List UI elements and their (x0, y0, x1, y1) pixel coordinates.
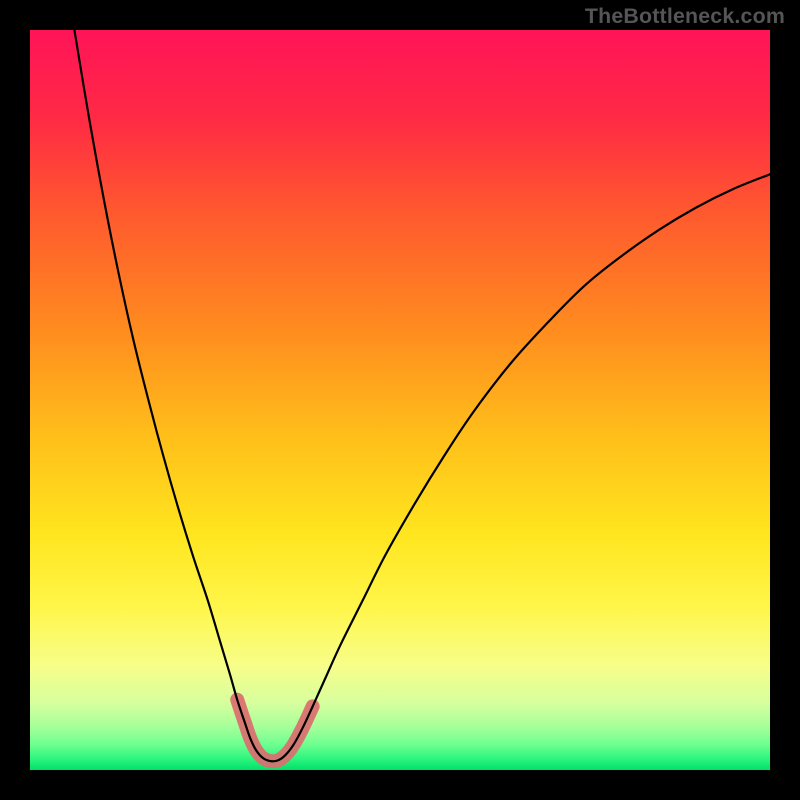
canvas-frame: TheBottleneck.com (0, 0, 800, 800)
curve-layer (30, 30, 770, 770)
bottleneck-curve (74, 30, 770, 761)
watermark-label: TheBottleneck.com (585, 4, 785, 29)
plot-area (30, 30, 770, 770)
